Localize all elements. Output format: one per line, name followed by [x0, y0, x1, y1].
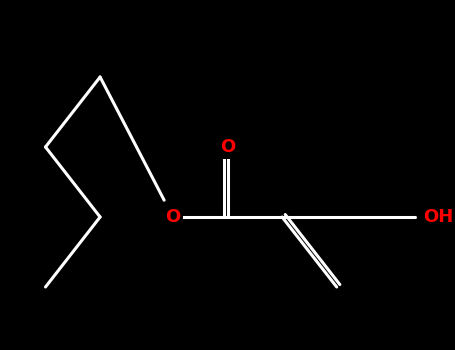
- Text: OH: OH: [423, 208, 453, 226]
- Text: O: O: [220, 138, 235, 156]
- Text: O: O: [165, 208, 181, 226]
